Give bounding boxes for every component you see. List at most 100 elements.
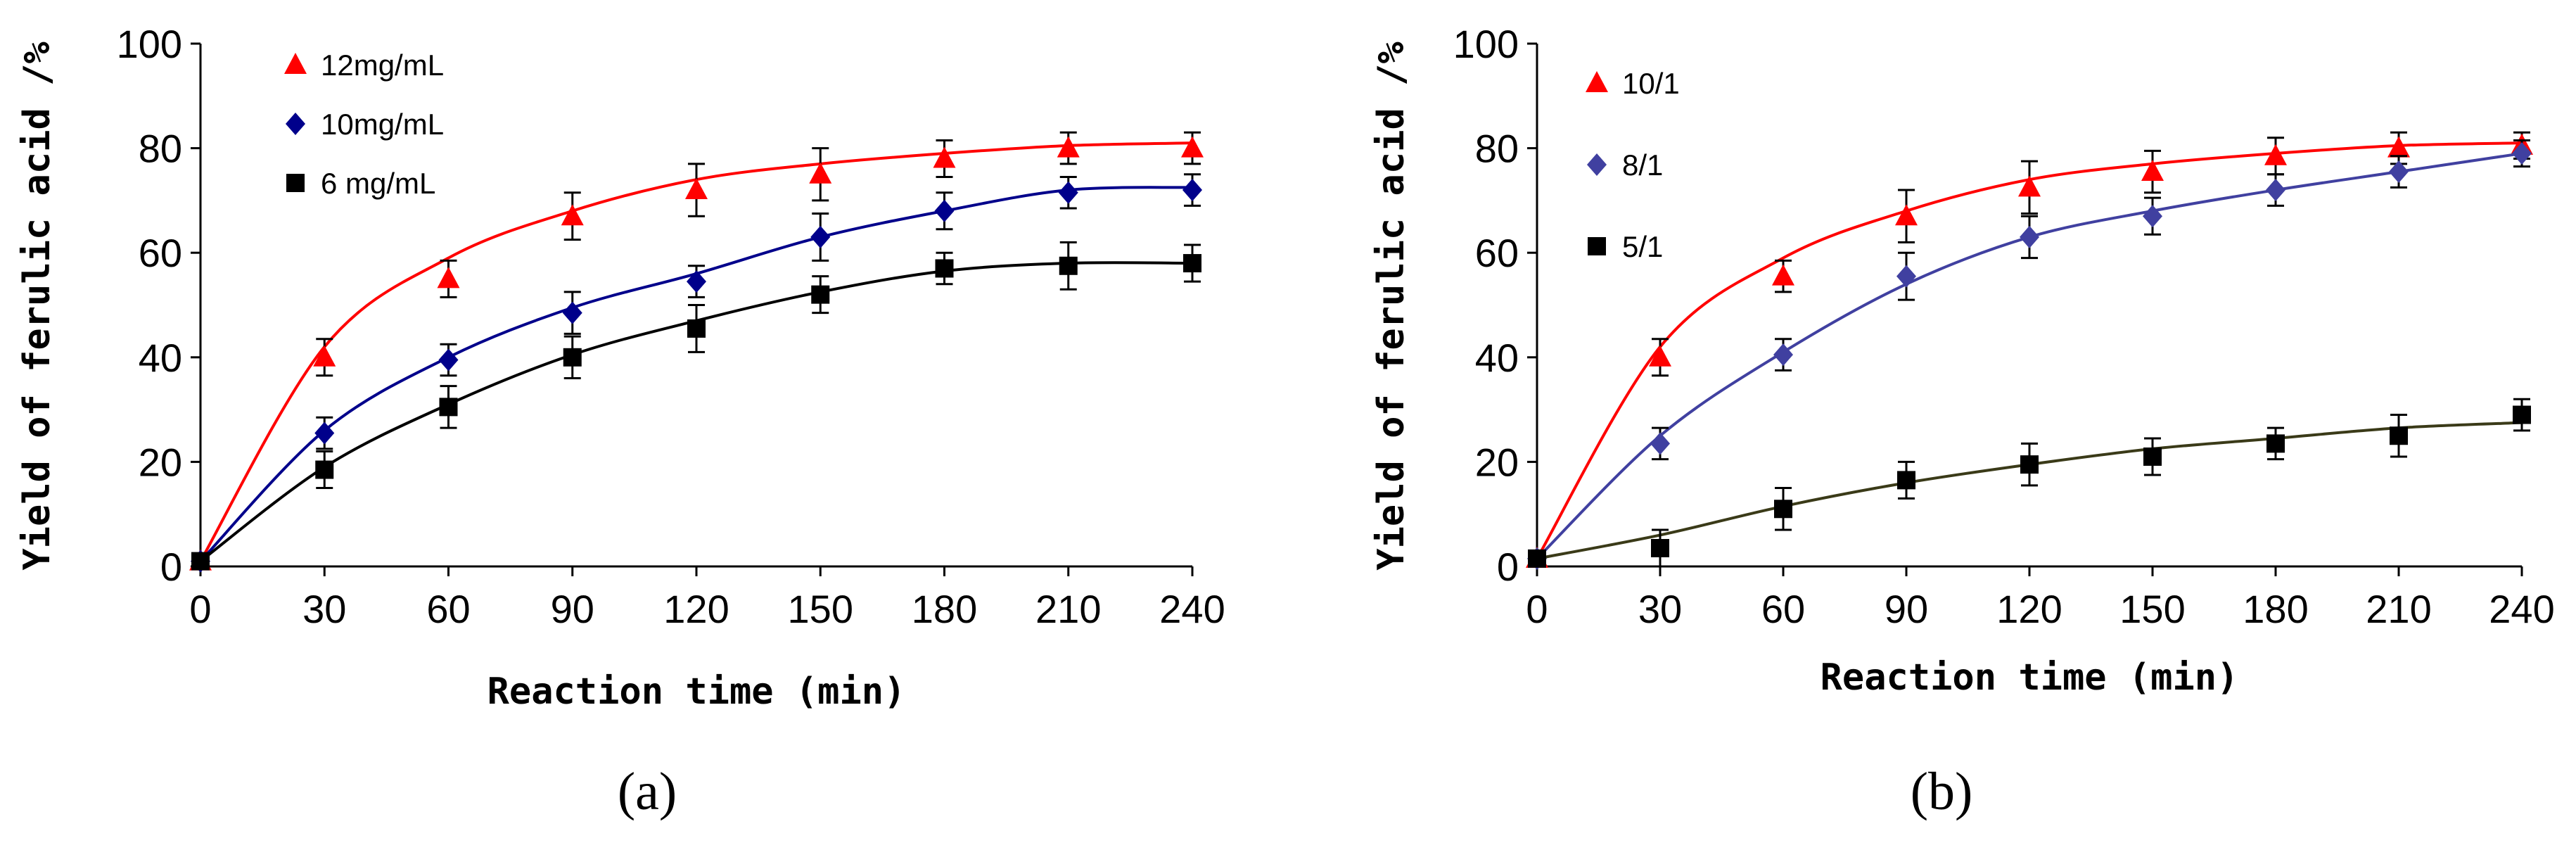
data-point bbox=[1650, 432, 1670, 455]
data-point bbox=[1895, 204, 1918, 226]
y-axis-title: Yield of ferulic acid /% bbox=[1370, 42, 1413, 570]
y-tick-label: 0 bbox=[1497, 545, 1519, 589]
x-tick-label: 150 bbox=[788, 587, 853, 631]
data-point bbox=[313, 345, 336, 367]
legend-marker bbox=[286, 174, 305, 192]
x-tick-label: 90 bbox=[551, 587, 594, 631]
y-tick-label: 20 bbox=[139, 440, 182, 484]
chart-panel-a: 0 20 40 60 80 100 0 30 60 90 120 150 180 210 240 Reacti… bbox=[16, 22, 1225, 821]
data-point bbox=[315, 460, 334, 479]
y-tick-label: 60 bbox=[1475, 231, 1519, 275]
x-axis-title: Reaction time (min) bbox=[487, 671, 906, 713]
legend-marker bbox=[284, 53, 307, 74]
data-point bbox=[1773, 343, 1793, 367]
y-tick-label: 100 bbox=[117, 22, 182, 66]
data-point bbox=[2143, 205, 2162, 228]
x-tick-label: 180 bbox=[2243, 587, 2308, 631]
data-point bbox=[1649, 345, 1671, 367]
y-axis-title: Yield of ferulic acid /% bbox=[16, 42, 58, 570]
data-point bbox=[2266, 434, 2285, 453]
legend-label: 12mg/mL bbox=[321, 49, 444, 82]
data-point bbox=[1058, 181, 1078, 204]
series-1 bbox=[191, 173, 1202, 573]
x-tick-label: 210 bbox=[2366, 587, 2431, 631]
data-point bbox=[935, 259, 954, 278]
data-point bbox=[1057, 136, 1080, 158]
data-point bbox=[933, 146, 956, 168]
x-tick-label: 120 bbox=[663, 587, 729, 631]
x-tick-label: 0 bbox=[1526, 587, 1548, 631]
data-point bbox=[809, 162, 832, 184]
x-tick-label: 120 bbox=[1996, 587, 2062, 631]
data-point bbox=[1774, 500, 1792, 519]
series-fit-line bbox=[199, 186, 1193, 562]
data-point bbox=[561, 204, 584, 226]
legend-label: 10mg/mL bbox=[321, 108, 444, 141]
series-2 bbox=[1528, 398, 2531, 568]
panel-label: (b) bbox=[1911, 762, 1973, 821]
data-point bbox=[439, 398, 458, 417]
data-point bbox=[2143, 447, 2162, 466]
series-fit-line bbox=[199, 141, 1193, 562]
data-point bbox=[1896, 265, 1916, 288]
data-point bbox=[2018, 175, 2041, 197]
series-2 bbox=[191, 241, 1201, 571]
legend: 10/1 8/1 5/1 bbox=[1586, 67, 1680, 263]
data-point bbox=[2387, 136, 2410, 158]
data-point bbox=[810, 225, 831, 248]
x-tick-label: 210 bbox=[1035, 587, 1101, 631]
x-tick-label: 60 bbox=[1761, 587, 1805, 631]
data-point bbox=[687, 319, 706, 338]
data-point bbox=[687, 270, 706, 293]
x-tick-label: 60 bbox=[426, 587, 470, 631]
series-0 bbox=[1526, 131, 2533, 568]
data-point bbox=[2020, 455, 2039, 474]
data-point bbox=[811, 285, 830, 304]
data-point bbox=[191, 552, 210, 571]
legend-label: 8/1 bbox=[1622, 148, 1663, 182]
x-tick-label: 30 bbox=[1638, 587, 1682, 631]
legend-label: 5/1 bbox=[1622, 230, 1663, 263]
y-tick-label: 0 bbox=[160, 545, 182, 589]
y-tick-label: 20 bbox=[1475, 440, 1519, 484]
y-tick-label: 100 bbox=[1453, 22, 1519, 66]
series-fit-line bbox=[1536, 141, 2523, 559]
data-point bbox=[437, 267, 460, 288]
legend-label: 10/1 bbox=[1622, 67, 1680, 100]
legend: 12mg/mL 10mg/mL 6 mg/mL bbox=[284, 49, 444, 200]
data-point bbox=[1897, 471, 1915, 490]
y-tick-label: 80 bbox=[1475, 127, 1519, 171]
y-tick-label: 40 bbox=[139, 336, 182, 380]
x-tick-label: 240 bbox=[1159, 587, 1225, 631]
data-point bbox=[563, 348, 582, 367]
x-tick-label: 240 bbox=[2489, 587, 2554, 631]
y-tick-label: 80 bbox=[139, 127, 182, 171]
data-point bbox=[2390, 426, 2408, 445]
legend-label: 6 mg/mL bbox=[321, 167, 435, 200]
data-point bbox=[1182, 179, 1202, 202]
data-point bbox=[2266, 179, 2285, 202]
data-point bbox=[2389, 160, 2409, 184]
data-point bbox=[685, 178, 708, 200]
x-axis-title: Reaction time (min) bbox=[1821, 656, 2239, 699]
data-point bbox=[2512, 142, 2532, 165]
x-tick-label: 90 bbox=[1885, 587, 1928, 631]
data-point bbox=[438, 348, 459, 372]
series-fit-line bbox=[1536, 152, 2523, 560]
panel-label: (a) bbox=[618, 762, 677, 821]
data-point bbox=[2264, 144, 2287, 165]
legend-marker bbox=[1587, 153, 1607, 176]
data-point bbox=[2141, 160, 2164, 182]
data-point bbox=[934, 199, 955, 222]
legend-marker bbox=[1588, 237, 1606, 255]
x-tick-label: 180 bbox=[912, 587, 977, 631]
x-tick-label: 150 bbox=[2119, 587, 2185, 631]
data-point bbox=[1528, 549, 1546, 568]
data-point bbox=[1181, 136, 1204, 158]
x-tick-label: 30 bbox=[302, 587, 346, 631]
data-point bbox=[2020, 225, 2039, 248]
chart-panel-b: 0 20 40 60 80 100 0 30 60 90 120 150 180 210 240 Reacti… bbox=[1370, 22, 2555, 821]
y-tick-label: 60 bbox=[139, 231, 182, 275]
y-tick-label: 40 bbox=[1475, 336, 1519, 380]
